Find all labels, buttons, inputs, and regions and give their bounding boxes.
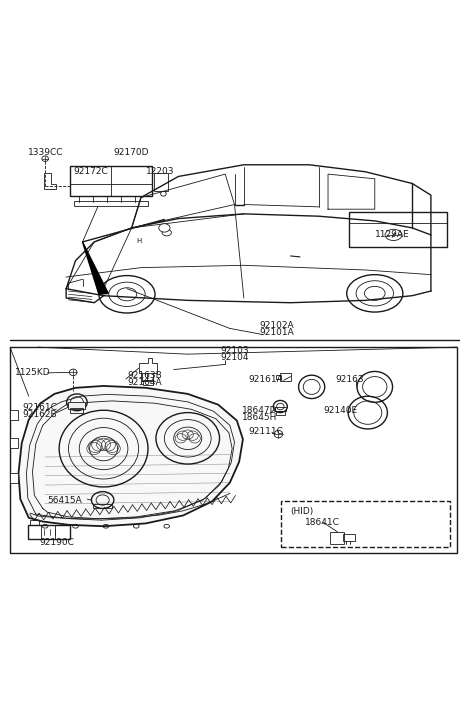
Bar (276, 411, 285, 415)
Polygon shape (139, 358, 157, 373)
Text: 12203: 12203 (146, 167, 174, 176)
Polygon shape (10, 473, 18, 483)
Bar (70, 166, 152, 196)
Bar (330, 532, 344, 544)
Bar (28, 525, 70, 539)
Text: 92163B: 92163B (127, 371, 162, 380)
Polygon shape (44, 173, 56, 189)
Text: 92163: 92163 (335, 375, 363, 384)
Bar (343, 534, 355, 541)
Text: 92104: 92104 (220, 353, 249, 362)
Bar (349, 212, 447, 246)
Bar (10, 347, 457, 553)
Bar (74, 201, 149, 206)
Text: 92164A: 92164A (127, 378, 162, 387)
Text: 1339CC: 1339CC (28, 148, 63, 156)
Text: 92103: 92103 (220, 346, 249, 356)
Text: 92101A: 92101A (259, 328, 294, 337)
Text: 18641C: 18641C (305, 518, 340, 527)
Text: 92162B: 92162B (22, 411, 57, 419)
Bar (30, 520, 38, 525)
Bar (280, 373, 291, 381)
Text: 92111C: 92111C (249, 427, 283, 435)
Text: 92140E: 92140E (323, 406, 357, 415)
Bar (144, 380, 153, 385)
Bar (276, 374, 281, 379)
Bar (68, 402, 85, 409)
Ellipse shape (159, 224, 170, 232)
Text: 92172C: 92172C (73, 167, 108, 176)
Ellipse shape (162, 229, 171, 236)
Text: 92102A: 92102A (259, 321, 294, 329)
Text: 92170D: 92170D (113, 148, 148, 156)
Text: 92161A: 92161A (249, 375, 283, 384)
Bar (281, 501, 450, 547)
Text: 18645H: 18645H (242, 413, 277, 422)
Polygon shape (83, 242, 108, 294)
Text: 92190C: 92190C (39, 538, 75, 547)
Bar (70, 408, 83, 413)
Text: (HID): (HID) (291, 507, 314, 516)
Text: 1125KD: 1125KD (15, 369, 50, 377)
Text: 18647D: 18647D (242, 406, 277, 415)
Polygon shape (18, 386, 243, 526)
Bar (275, 406, 286, 411)
Text: ꓧ: ꓧ (136, 238, 142, 244)
Text: 56415A: 56415A (47, 496, 82, 505)
Text: 92161C: 92161C (22, 403, 57, 412)
Bar (93, 504, 112, 508)
Bar (154, 173, 168, 191)
Polygon shape (10, 438, 18, 448)
Text: 1129AE: 1129AE (375, 230, 409, 239)
Polygon shape (10, 410, 18, 419)
